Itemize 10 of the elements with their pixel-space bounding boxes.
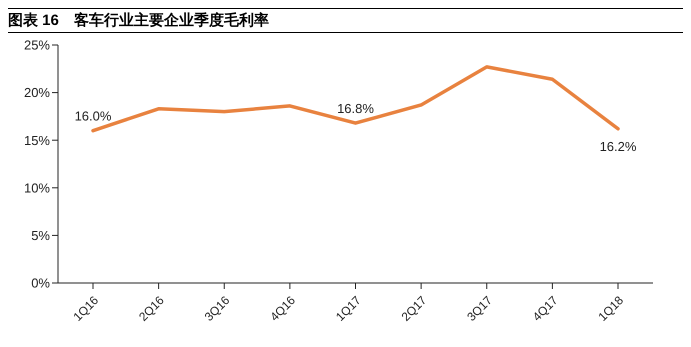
y-tick-label: 20%: [24, 85, 50, 100]
data-label: 16.0%: [74, 108, 112, 124]
y-tick-label: 5%: [31, 228, 50, 244]
data-label: 16.8%: [337, 101, 374, 116]
chart-title: 图表 16 客车行业主要企业季度毛利率: [8, 8, 683, 33]
y-tick-label: 10%: [24, 180, 50, 196]
y-tick-label: 15%: [24, 132, 50, 148]
data-label: 16.2%: [600, 138, 637, 154]
y-tick-label: 0%: [31, 276, 50, 291]
y-tick-label: 25%: [24, 38, 50, 53]
